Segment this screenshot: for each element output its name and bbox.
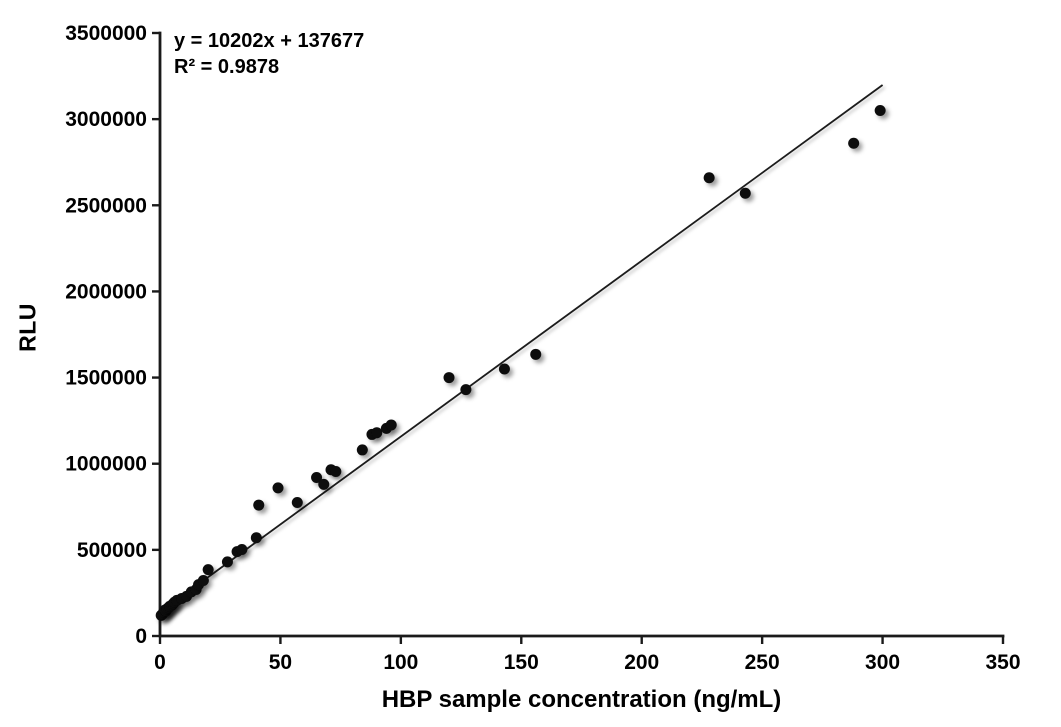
data-point [530,348,542,360]
data-point [371,427,383,439]
y-tick-label: 3500000 [65,22,147,45]
data-point [356,444,368,456]
axis-lines [158,31,1005,638]
data-point [272,482,284,494]
y-tick-label: 2000000 [65,280,147,303]
trendline-annotation: y = 10202x + 137677 R² = 0.9878 [174,28,364,80]
y-tick-label: 1000000 [65,453,147,476]
data-point [385,419,397,431]
x-axis-title: HBP sample concentration (ng/mL) [381,686,782,713]
x-tick-label: 350 [985,651,1020,674]
y-axis-title: RLU [14,303,41,352]
trendline-equation: y = 10202x + 137677 [174,30,365,52]
x-tick-label: 50 [269,651,292,674]
x-tick-label: 100 [383,651,418,674]
data-point [498,363,510,375]
y-tick-label: 0 [135,625,147,648]
data-point [874,105,886,117]
x-tick-label: 200 [624,651,659,674]
data-point [311,471,323,483]
data-point [221,556,233,568]
data-point [443,372,455,384]
data-point [253,499,265,511]
y-tick-label: 500000 [77,539,147,562]
x-tick-label: 300 [865,651,900,674]
data-point [460,384,472,396]
data-point [848,137,860,149]
data-point [197,575,209,587]
y-tick-label: 3000000 [65,108,147,131]
trendline-r-squared: R² = 0.9878 [174,56,280,78]
y-tick-label: 1500000 [65,367,147,390]
data-point [739,187,751,199]
data-point [318,478,330,490]
x-tick-label: 150 [504,651,539,674]
y-tick-label: 2500000 [65,194,147,217]
data-point [202,564,214,576]
data-point [236,544,248,556]
data-point [703,172,715,184]
data-point [330,465,342,477]
trendline [159,84,884,614]
x-tick-label: 250 [745,651,780,674]
data-point [291,496,303,508]
data-point [250,532,262,544]
x-tick-label: 0 [154,651,166,674]
